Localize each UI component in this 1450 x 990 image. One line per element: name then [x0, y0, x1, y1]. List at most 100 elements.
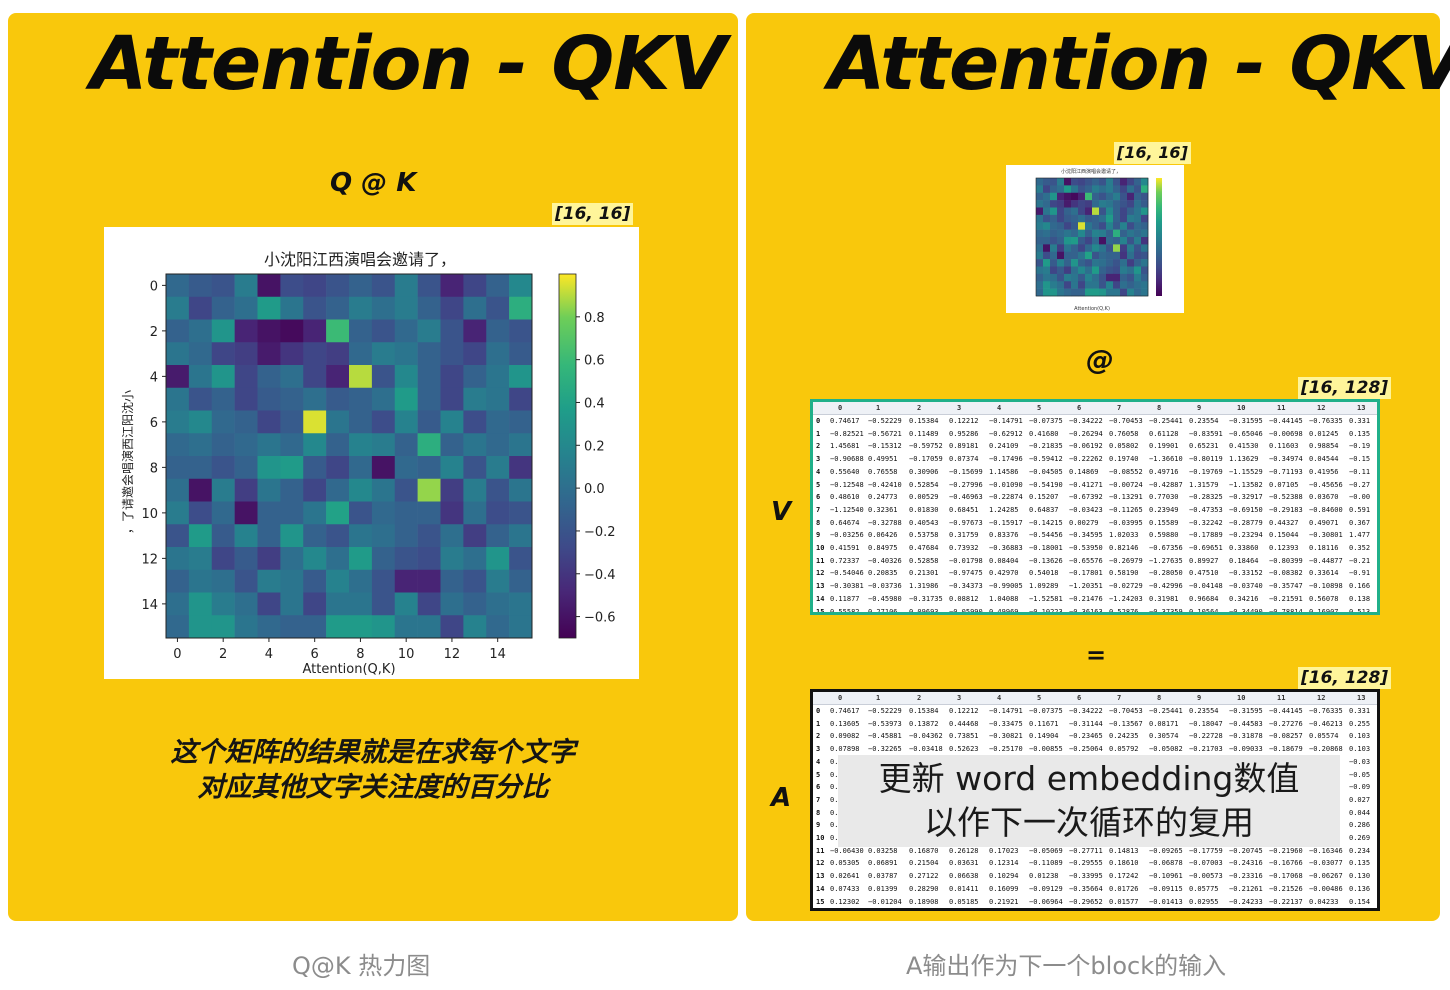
heatmap-cell-8-11	[417, 456, 441, 480]
v-col-header: 12	[1317, 404, 1326, 412]
heatmap-cell-14-7	[326, 592, 350, 616]
thumbnail-cell-9-8	[1092, 244, 1100, 253]
v-cell: −0.53950	[1069, 544, 1103, 552]
v-cell: −1.36610	[1149, 455, 1183, 464]
heatmap-cell-15-12	[440, 615, 464, 639]
thumbnail-cell-8-11	[1113, 237, 1121, 245]
heatmap-cell-1-7	[326, 296, 350, 320]
thumbnail-cell-7-12	[1120, 229, 1128, 238]
a-cell: 2	[816, 732, 821, 741]
thumbnail-cell-10-4	[1064, 251, 1072, 260]
heatmap-cell-6-4	[257, 410, 281, 434]
thumbnail-cell-3-8	[1092, 200, 1100, 208]
heatmap-cell-3-12	[440, 342, 464, 366]
v-cell: 0.11489	[909, 429, 939, 438]
heatmap-cell-6-3	[234, 410, 258, 434]
a-cell: −0.21960	[1269, 846, 1303, 855]
thumbnail-cell-8-14	[1134, 237, 1142, 245]
thumbnail-cell-6-2	[1050, 222, 1058, 230]
thumbnail-cell-15-6	[1078, 288, 1086, 297]
thumbnail-cell-6-0	[1036, 222, 1044, 230]
thumbnail-cell-4-1	[1043, 207, 1051, 216]
heatmap-cell-8-10	[394, 456, 418, 480]
heatmap-cell-9-13	[463, 478, 487, 502]
thumbnail-cell-12-5	[1071, 266, 1079, 275]
thumbnail-cell-0-9	[1099, 178, 1107, 186]
v-col-header: 1	[876, 404, 881, 412]
thumbnail-cell-1-12	[1120, 185, 1128, 194]
v-cell: −0.30381	[830, 582, 864, 591]
a-row: 8 0. 0.044	[813, 807, 1377, 820]
v-cell: −0.21476	[1069, 594, 1103, 603]
thumbnail-cell-15-4	[1064, 288, 1072, 297]
heatmap-cell-11-10	[394, 524, 418, 548]
thumbnail-cell-5-6	[1078, 214, 1086, 223]
thumbnail-cell-14-4	[1064, 281, 1072, 289]
v-cell: 0.48610	[830, 493, 860, 502]
v-cell: −0.19769	[1189, 467, 1223, 476]
v-cell: −1.24203	[1109, 594, 1143, 603]
heatmap-cell-13-14	[486, 569, 510, 593]
thumbnail-cell-7-5	[1071, 229, 1079, 238]
thumbnail-cell-3-4	[1064, 200, 1072, 208]
thumbnail-cell-13-6	[1078, 273, 1086, 282]
v-cell: 0.56078	[1309, 594, 1339, 603]
v-cell: 0.64674	[830, 518, 860, 527]
thumbnail-cell-13-5	[1071, 273, 1079, 282]
a-cell: 0	[816, 707, 821, 715]
heatmap-cell-7-11	[417, 433, 441, 457]
v-cell: −0.90688	[830, 455, 864, 464]
qk-label: Q @ K	[330, 168, 417, 198]
v-cell: 0.16907	[1309, 607, 1339, 615]
thumbnail-cell-9-4	[1064, 244, 1072, 253]
heatmap-cell-10-10	[394, 501, 418, 525]
v-col-header: 13	[1357, 404, 1366, 412]
a-cell: −0.04362	[909, 732, 943, 741]
thumbnail-cell-12-12	[1120, 266, 1128, 275]
thumbnail-cell-4-14	[1134, 207, 1142, 216]
heatmap-cell-9-4	[257, 478, 281, 502]
v-cell: 0.138	[1349, 594, 1371, 603]
thumbnail-cell-11-12	[1120, 259, 1128, 267]
a-col-header: 12	[1317, 694, 1326, 702]
attention-shape-tag: [16, 16]	[1114, 142, 1191, 164]
a-cell: 0.01411	[949, 884, 979, 893]
thumbnail-cell-5-3	[1057, 214, 1065, 223]
a-cell: 0.	[830, 834, 839, 842]
heatmap-cell-2-14	[486, 319, 510, 343]
thumbnail-cell-6-3	[1057, 222, 1065, 230]
v-cell: −0.32788	[868, 518, 902, 527]
attention-heatmap: 小沈阳江西演唱会邀请了， 0 2 4 6 8 10 12 14 0 2 4 6 8 10 12 14 Att…	[120, 250, 616, 677]
heatmap-cell-11-9	[371, 524, 396, 548]
heatmap-title: 小沈阳江西演唱会邀请了，	[264, 250, 456, 269]
a-cell: −0.44145	[1269, 707, 1303, 715]
heatmap-cell-8-9	[371, 456, 396, 480]
heatmap-cell-6-1	[188, 410, 213, 434]
y-tick-label: 6	[150, 416, 158, 431]
a-cell: 0.12314	[989, 859, 1019, 868]
a-cell: 0.05185	[949, 897, 979, 906]
v-cell: −0.18001	[1029, 544, 1063, 552]
v-cell: −0.15312	[868, 442, 902, 451]
thumbnail-cell-11-11	[1113, 259, 1121, 267]
a-cell: 3	[816, 745, 821, 754]
a-cell: −0.06267	[1309, 872, 1343, 881]
heatmap-cell-9-15	[509, 478, 533, 502]
heatmap-cell-5-6	[303, 387, 327, 411]
v-cell: −0.11265	[1109, 505, 1143, 514]
heatmap-cell-6-14	[486, 410, 510, 434]
thumbnail-cell-14-6	[1078, 281, 1086, 289]
heatmap-cell-12-0	[166, 547, 190, 571]
a-header-row: 0 1 2 3 4 5 6 7 8 9 10 11 12 13	[813, 692, 1377, 705]
heatmap-cell-0-10	[394, 274, 418, 298]
thumbnail-cell-11-2	[1050, 259, 1058, 267]
heatmap-cell-0-11	[417, 274, 441, 298]
heatmap-cell-8-6	[303, 456, 327, 480]
v-cell: 3	[816, 455, 821, 464]
a-cell: 0.286	[1349, 821, 1371, 830]
heatmap-cell-6-5	[280, 410, 304, 434]
thumbnail-cell-8-9	[1099, 237, 1107, 245]
v-cell: 0.40543	[909, 518, 939, 527]
heatmap-cell-3-2	[211, 342, 235, 366]
heatmap-cell-5-5	[280, 387, 304, 411]
